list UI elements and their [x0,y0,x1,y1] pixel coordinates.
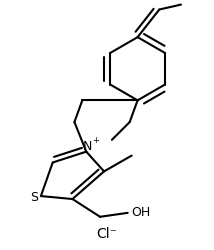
Text: OH: OH [132,206,151,219]
Text: Cl⁻: Cl⁻ [97,226,117,240]
Text: +: + [92,136,99,145]
Text: S: S [30,190,38,203]
Text: N: N [83,140,92,153]
